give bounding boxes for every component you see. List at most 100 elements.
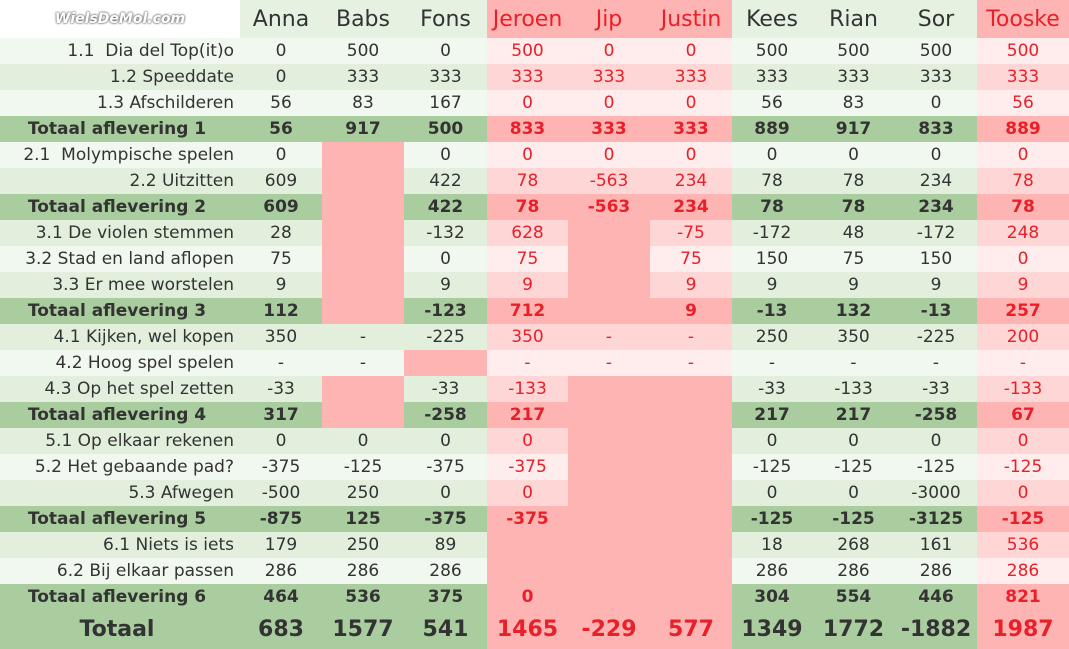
- score-cell: 0: [895, 428, 977, 454]
- eliminated-cell: [487, 532, 568, 558]
- score-cell: -258: [404, 402, 487, 428]
- score-cell: 286: [404, 558, 487, 584]
- score-cell: 0: [240, 64, 322, 90]
- row-label: 4.2 Hoog spel spelen: [0, 350, 240, 376]
- score-cell: -123: [404, 298, 487, 324]
- row-label: Totaal aflevering 3: [0, 298, 240, 324]
- row-label: 1.1 Dia del Top(it)o: [0, 38, 240, 64]
- score-cell: 1465: [487, 610, 568, 649]
- score-cell: 0: [732, 480, 812, 506]
- score-cell: 0: [732, 142, 812, 168]
- score-cell: 333: [568, 116, 650, 142]
- score-cell: 1772: [812, 610, 895, 649]
- row-label: 1.3 Afschilderen: [0, 90, 240, 116]
- column-header: Jeroen: [487, 0, 568, 38]
- score-cell: 179: [240, 532, 322, 558]
- column-header: Babs: [322, 0, 404, 38]
- score-cell: 541: [404, 610, 487, 649]
- score-cell: 889: [977, 116, 1069, 142]
- eliminated-cell: [568, 402, 650, 428]
- score-cell: 9: [812, 272, 895, 298]
- score-cell: -229: [568, 610, 650, 649]
- score-cell: 0: [812, 480, 895, 506]
- score-cell: 78: [732, 168, 812, 194]
- score-cell: 350: [240, 324, 322, 350]
- row-label: Totaal aflevering 2: [0, 194, 240, 220]
- score-cell: 0: [895, 142, 977, 168]
- row-label: 3.2 Stad en land aflopen: [0, 246, 240, 272]
- score-cell: 317: [240, 402, 322, 428]
- score-cell: 0: [977, 480, 1069, 506]
- row-label: 6.1 Niets is iets: [0, 532, 240, 558]
- score-cell: 609: [240, 194, 322, 220]
- score-cell: -33: [404, 376, 487, 402]
- eliminated-cell: [650, 532, 732, 558]
- score-cell: 268: [812, 532, 895, 558]
- score-cell: 0: [650, 90, 732, 116]
- score-cell: -125: [812, 506, 895, 532]
- score-cell: 161: [895, 532, 977, 558]
- score-cell: 0: [487, 584, 568, 610]
- score-cell: 0: [240, 38, 322, 64]
- score-cell: 333: [812, 64, 895, 90]
- row-label: 5.2 Het gebaande pad?: [0, 454, 240, 480]
- score-cell: 0: [977, 142, 1069, 168]
- score-cell: -563: [568, 194, 650, 220]
- score-cell: -172: [895, 220, 977, 246]
- column-header: Kees: [732, 0, 812, 38]
- eliminated-cell: [650, 454, 732, 480]
- score-cell: 500: [322, 38, 404, 64]
- eliminated-cell: [404, 350, 487, 376]
- score-cell: 78: [487, 168, 568, 194]
- score-cell: -375: [404, 506, 487, 532]
- score-cell: -133: [977, 376, 1069, 402]
- row-label: 4.1 Kijken, wel kopen: [0, 324, 240, 350]
- eliminated-cell: [650, 584, 732, 610]
- row-label: 6.2 Bij elkaar passen: [0, 558, 240, 584]
- logo: WielsDeMol.com: [0, 0, 240, 38]
- score-cell: 234: [895, 194, 977, 220]
- score-cell: 446: [895, 584, 977, 610]
- row-label: 2.2 Uitzitten: [0, 168, 240, 194]
- score-cell: 0: [404, 480, 487, 506]
- score-cell: 150: [732, 246, 812, 272]
- score-cell: 0: [568, 38, 650, 64]
- score-cell: -375: [404, 454, 487, 480]
- row-label: Totaal aflevering 4: [0, 402, 240, 428]
- score-cell: -225: [404, 324, 487, 350]
- score-cell: 577: [650, 610, 732, 649]
- score-cell: -563: [568, 168, 650, 194]
- score-cell: 833: [487, 116, 568, 142]
- eliminated-cell: [322, 220, 404, 246]
- score-cell: 917: [322, 116, 404, 142]
- score-cell: 286: [895, 558, 977, 584]
- score-cell: -: [732, 350, 812, 376]
- score-cell: 89: [404, 532, 487, 558]
- score-cell: 0: [240, 428, 322, 454]
- score-cell: 500: [895, 38, 977, 64]
- score-cell: -: [568, 350, 650, 376]
- score-cell: 889: [732, 116, 812, 142]
- score-cell: 333: [650, 64, 732, 90]
- score-cell: 333: [650, 116, 732, 142]
- score-cell: 75: [812, 246, 895, 272]
- column-header: Jip: [568, 0, 650, 38]
- score-cell: 683: [240, 610, 322, 649]
- score-cell: 75: [240, 246, 322, 272]
- score-cell: 0: [404, 428, 487, 454]
- score-cell: 67: [977, 402, 1069, 428]
- eliminated-cell: [568, 480, 650, 506]
- eliminated-cell: [568, 428, 650, 454]
- eliminated-cell: [650, 506, 732, 532]
- score-cell: 0: [404, 246, 487, 272]
- score-cell: 500: [812, 38, 895, 64]
- row-label: Totaal aflevering 5: [0, 506, 240, 532]
- score-cell: -375: [240, 454, 322, 480]
- score-cell: 48: [812, 220, 895, 246]
- eliminated-cell: [322, 272, 404, 298]
- score-cell: 536: [322, 584, 404, 610]
- score-cell: -172: [732, 220, 812, 246]
- score-cell: 167: [404, 90, 487, 116]
- score-cell: -: [650, 350, 732, 376]
